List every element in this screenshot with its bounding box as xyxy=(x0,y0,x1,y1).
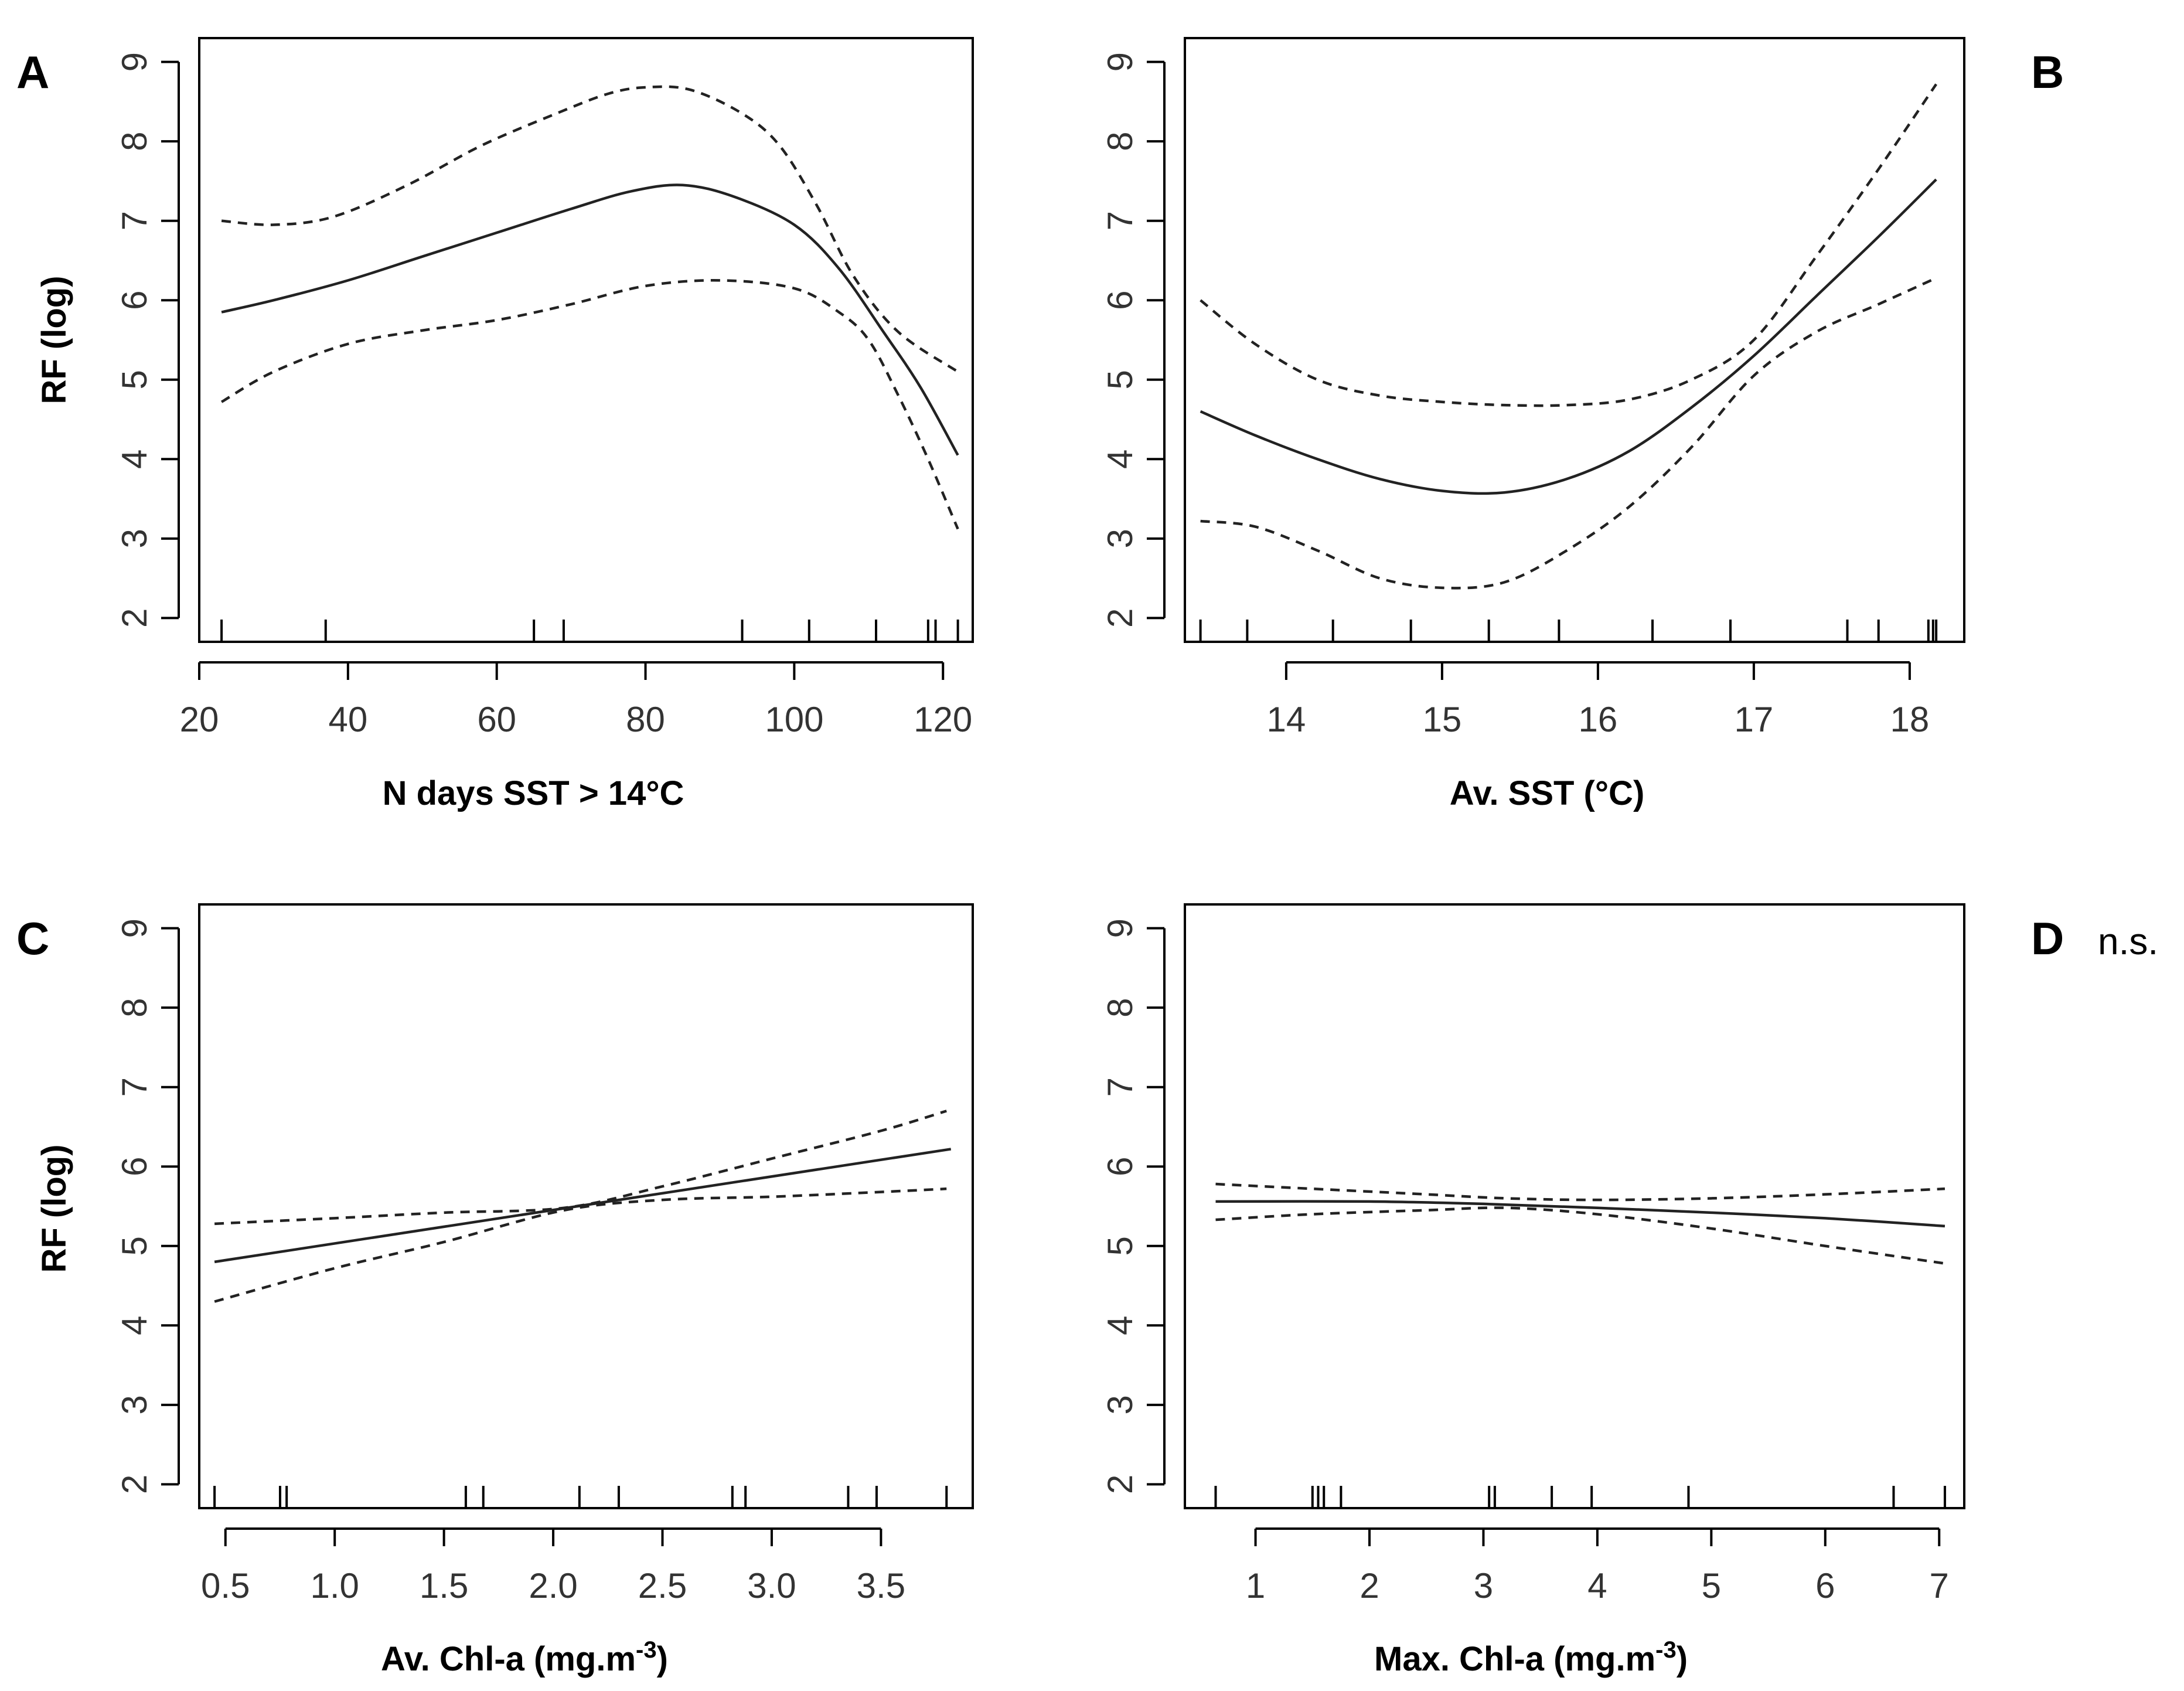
y-tick-label: 6 xyxy=(115,1157,154,1176)
x-tick-label: 2.0 xyxy=(529,1566,577,1605)
plot-frame xyxy=(1184,903,1965,1509)
y-tick-label: 2 xyxy=(1100,608,1140,628)
x-tick-label: 1.0 xyxy=(310,1566,359,1605)
y-tick-label: 3 xyxy=(1100,1395,1140,1414)
confidence-line xyxy=(214,1187,947,1303)
x-tick-label: 3 xyxy=(1474,1566,1493,1605)
y-tick-label: 2 xyxy=(115,1475,154,1494)
x-tick-label: 1 xyxy=(1246,1566,1265,1605)
y-tick-label: 4 xyxy=(1100,450,1140,469)
panel-b: B Av. SST (°C) 14 15 16 17 18 2 3 4 5 6 7 8 9 xyxy=(1100,37,2064,812)
fit-line xyxy=(1200,178,1937,495)
plot-frame xyxy=(1184,37,1965,643)
x-tick-label: 0.5 xyxy=(201,1566,250,1605)
x-tick-label: 17 xyxy=(1735,700,1774,739)
x-tick-label: 100 xyxy=(765,700,823,739)
y-tick-label: 4 xyxy=(115,450,154,469)
y-tick-label: 7 xyxy=(115,1077,154,1097)
x-axis-label-text: Av. Chl-a (mg.m xyxy=(381,1640,636,1678)
x-axis-label-text: Max. Chl-a (mg.m xyxy=(1374,1640,1655,1678)
x-tick-label: 3.0 xyxy=(747,1566,796,1605)
fit-line xyxy=(1215,1200,1946,1228)
y-tick-label: 5 xyxy=(115,370,154,389)
x-tick-label: 14 xyxy=(1267,700,1306,739)
y-tick-label: 4 xyxy=(115,1316,154,1335)
x-axis-label-close: ) xyxy=(1677,1640,1688,1678)
panel-a: A RF (log) N days SST > 14°C 20 40 60 80 100… xyxy=(16,37,974,812)
x-axis-label: Av. Chl-a (mg.m-3) xyxy=(381,1637,668,1678)
panel-letter: B xyxy=(2031,46,2064,98)
x-axis-label: Av. SST (°C) xyxy=(1450,774,1645,812)
plot-frame xyxy=(198,37,974,643)
x-tick-label: 2.5 xyxy=(638,1566,687,1605)
significance-label: n.s. xyxy=(2098,920,2158,962)
y-tick-label: 8 xyxy=(1100,131,1140,151)
y-tick-label: 9 xyxy=(1100,52,1140,72)
panel-c: C RF (log) Av. Chl-a (mg.m-3) 0.5 1.0 1.5 2… xyxy=(16,903,974,1678)
x-tick-label: 3.5 xyxy=(857,1566,905,1605)
x-tick-label: 1.5 xyxy=(420,1566,468,1605)
y-tick-label: 7 xyxy=(1100,1077,1140,1097)
y-tick-label: 5 xyxy=(1100,1236,1140,1256)
x-axis-label: Max. Chl-a (mg.m-3) xyxy=(1374,1637,1688,1678)
x-axis-label-close: ) xyxy=(657,1640,668,1678)
y-tick-label: 9 xyxy=(115,918,154,938)
y-tick-label: 3 xyxy=(1100,529,1140,548)
x-tick-label: 80 xyxy=(626,700,665,739)
y-tick-label: 2 xyxy=(115,608,154,628)
confidence-line xyxy=(220,279,959,530)
panel-d: D n.s. Max. Chl-a (mg.m-3) 1 2 3 4 5 6 7 2 3 4 5 6 7… xyxy=(1100,903,2158,1678)
x-tick-label: 4 xyxy=(1587,1566,1607,1605)
x-tick-label: 60 xyxy=(477,700,516,739)
x-tick-label: 120 xyxy=(914,700,972,739)
y-tick-label: 8 xyxy=(115,998,154,1017)
x-tick-label: 20 xyxy=(180,700,219,739)
y-tick-label: 8 xyxy=(115,131,154,151)
plot-frame xyxy=(198,903,974,1509)
y-tick-label: 9 xyxy=(1100,918,1140,938)
y-tick-label: 6 xyxy=(1100,1157,1140,1176)
x-tick-label: 7 xyxy=(1930,1566,1949,1605)
y-tick-label: 7 xyxy=(115,211,154,230)
x-tick-label: 2 xyxy=(1360,1566,1379,1605)
x-tick-label: 40 xyxy=(328,700,367,739)
x-tick-label: 16 xyxy=(1579,700,1618,739)
x-tick-label: 15 xyxy=(1423,700,1462,739)
confidence-line xyxy=(1200,277,1937,590)
y-tick-label: 3 xyxy=(115,1395,154,1414)
y-tick-label: 2 xyxy=(1100,1475,1140,1494)
x-tick-label: 5 xyxy=(1702,1566,1721,1605)
x-axis-label-sup: -3 xyxy=(636,1637,657,1663)
fit-line xyxy=(221,183,959,456)
x-axis-label: N days SST > 14°C xyxy=(383,774,684,812)
y-axis-label: RF (log) xyxy=(35,275,73,404)
confidence-line xyxy=(214,1110,947,1226)
y-tick-label: 3 xyxy=(115,529,154,548)
confidence-line xyxy=(1215,1182,1946,1202)
y-tick-label: 7 xyxy=(1100,211,1140,230)
y-tick-label: 6 xyxy=(115,291,154,310)
y-tick-label: 5 xyxy=(115,1236,154,1256)
panel-letter: A xyxy=(16,46,49,98)
y-tick-label: 6 xyxy=(1100,291,1140,310)
y-tick-label: 8 xyxy=(1100,998,1140,1017)
x-axis-label-sup: -3 xyxy=(1655,1637,1677,1663)
y-axis-label: RF (log) xyxy=(35,1144,73,1272)
confidence-line xyxy=(1200,83,1937,407)
x-tick-label: 18 xyxy=(1890,700,1930,739)
x-tick-label: 6 xyxy=(1815,1566,1835,1605)
y-tick-label: 9 xyxy=(115,52,154,72)
y-tick-label: 4 xyxy=(1100,1316,1140,1335)
panel-letter: C xyxy=(16,913,49,964)
confidence-line xyxy=(221,85,959,373)
confidence-line xyxy=(1215,1206,1946,1265)
panel-letter: D xyxy=(2031,913,2064,964)
y-tick-label: 5 xyxy=(1100,370,1140,389)
